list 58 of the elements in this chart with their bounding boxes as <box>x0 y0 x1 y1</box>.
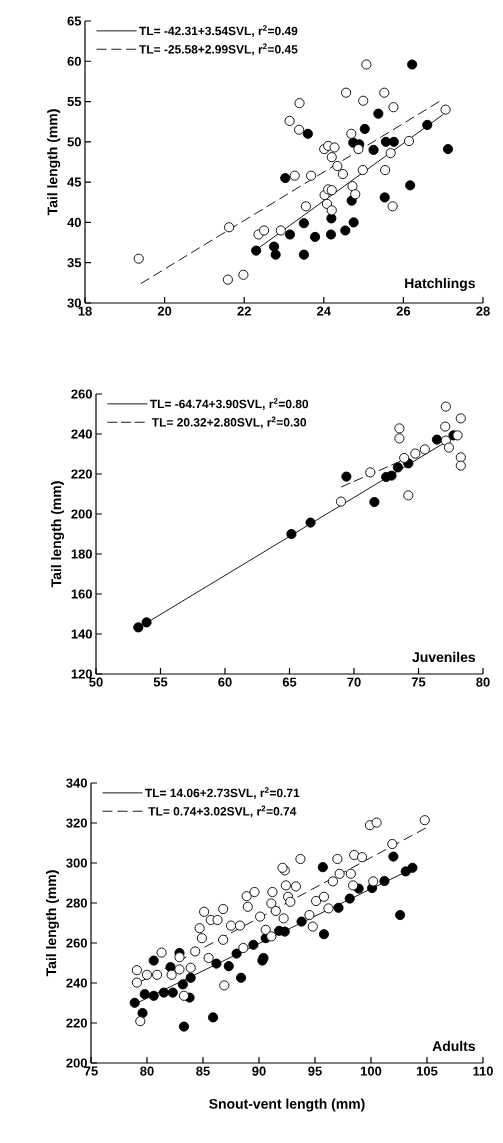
x-tick-label: 60 <box>218 677 232 687</box>
annotation: Adults <box>432 1040 475 1052</box>
y-tick-label: 140 <box>71 629 92 639</box>
y-tick-label: 300 <box>66 858 87 868</box>
x-tick-label: 65 <box>282 677 297 687</box>
x-tick-label: 70 <box>347 677 361 687</box>
x-tick-label: 80 <box>476 677 490 687</box>
y-tick-label: 280 <box>66 898 87 908</box>
y-tick-label: 200 <box>66 1058 87 1068</box>
x-tick-label: 50 <box>89 677 103 687</box>
y-tick-label: 220 <box>66 1018 87 1028</box>
y-tick-label: 160 <box>71 589 92 599</box>
x-tick-label: 55 <box>153 677 168 687</box>
legend-label: TL= -25.58+2.99SVL, r$^{2}$=0.45 <box>139 43 298 56</box>
x-tick-label: 95 <box>308 1066 322 1076</box>
x-tick-label: 20 <box>157 306 172 316</box>
y-axis-title: Tail length (mm) <box>47 109 61 216</box>
y-tick-label: 40 <box>67 217 81 227</box>
x-tick-label: 110 <box>473 1066 493 1076</box>
x-tick-label: 90 <box>252 1066 266 1076</box>
x-axis-title: Snout-vent length (mm) <box>209 1098 365 1112</box>
y-tick-label: 60 <box>67 56 81 66</box>
x-tick-label: 26 <box>396 306 411 316</box>
y-tick-label: 55 <box>67 97 82 107</box>
y-tick-label: 340 <box>66 778 87 788</box>
y-tick-label: 180 <box>71 549 92 559</box>
x-tick-label: 105 <box>417 1066 438 1076</box>
x-tick-label: 85 <box>196 1066 210 1076</box>
y-tick-label: 30 <box>67 298 81 308</box>
y-tick-label: 240 <box>66 978 87 988</box>
legend-label: TL= -42.31+3.54SVL, r$^{2}$=0.49 <box>139 25 298 37</box>
y-axis-title: Tail length (mm) <box>50 481 65 588</box>
x-tick-label: 22 <box>237 306 251 316</box>
legend-label: TL= 0.74+3.02SVL, r$^{2}$=0.74 <box>148 805 297 818</box>
annotation: Hatchlings <box>405 277 475 292</box>
x-tick-label: 75 <box>84 1066 98 1076</box>
y-tick-label: 240 <box>71 429 92 439</box>
y-tick-label: 35 <box>67 258 82 268</box>
annotation: Juveniles <box>412 651 476 663</box>
x-tick-label: 18 <box>78 306 92 316</box>
y-tick-label: 260 <box>71 389 92 399</box>
y-tick-label: 260 <box>66 938 87 948</box>
legend-label: TL= -64.74+3.90SVL, r$^{2}$=0.80 <box>149 398 309 410</box>
x-tick-label: 80 <box>140 1066 154 1076</box>
legend-label: TL= 20.32+2.80SVL, r$^{2}$=0.30 <box>151 416 307 429</box>
y-tick-label: 50 <box>67 137 81 147</box>
y-tick-label: 320 <box>66 818 87 828</box>
y-tick-label: 45 <box>67 177 82 187</box>
x-tick-label: 24 <box>317 306 331 316</box>
legend-label: TL= 14.06+2.73SVL, r$^{2}$=0.71 <box>145 787 300 799</box>
y-axis-title: Tail length (mm) <box>45 870 60 977</box>
x-tick-label: 28 <box>476 306 490 316</box>
x-tick-label: 75 <box>411 677 426 687</box>
x-tick-label: 100 <box>361 1066 382 1076</box>
y-tick-label: 120 <box>71 669 92 679</box>
y-tick-label: 220 <box>71 469 92 479</box>
y-tick-label: 65 <box>67 16 82 26</box>
y-tick-label: 200 <box>71 509 92 519</box>
